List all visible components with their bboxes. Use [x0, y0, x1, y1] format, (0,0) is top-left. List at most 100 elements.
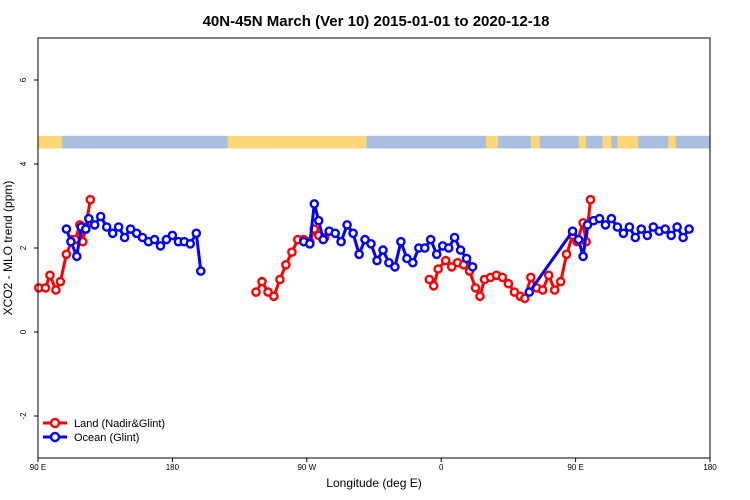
series-1-point	[660, 224, 671, 234]
strip-ocean-5	[611, 135, 618, 149]
legend-marker-1	[49, 431, 61, 443]
series-1-point	[149, 234, 160, 245]
series-1-point	[678, 232, 688, 243]
strip-ocean-3	[539, 135, 579, 149]
x-axis-label: Longitude (deg E)	[326, 476, 421, 490]
legend-label-1: Ocean (Glint)	[74, 432, 139, 444]
series-1-point	[354, 249, 364, 260]
series-1-point	[431, 249, 442, 260]
series-1-point	[624, 222, 635, 232]
series-1-point	[594, 213, 605, 224]
strip-ocean-6	[638, 135, 669, 149]
series-1-point	[672, 222, 682, 232]
series-1-point	[636, 224, 647, 234]
x-tick-label: 180	[166, 463, 180, 472]
series-1-point	[396, 236, 406, 247]
series-0-point	[269, 291, 279, 302]
series-1-point	[578, 251, 588, 262]
series-0-point	[543, 270, 554, 281]
series-1-point	[642, 230, 653, 241]
x-tick-label: 0	[439, 463, 444, 472]
series-0-point	[497, 272, 508, 283]
series-1-point	[155, 241, 166, 251]
series-0-line-1	[254, 227, 326, 298]
series-1-point	[81, 224, 91, 234]
series-0	[33, 194, 596, 304]
series-1-point	[309, 199, 320, 209]
series-1-point	[89, 220, 100, 230]
series-1-point	[84, 213, 94, 224]
series-1-point	[419, 243, 430, 253]
series-1-point	[330, 228, 341, 239]
series-1	[61, 199, 694, 297]
series-1-point	[95, 211, 106, 222]
series-0-point	[45, 270, 55, 281]
series-1-point	[573, 234, 584, 245]
series-0-point	[257, 276, 267, 287]
x-tick-label: 90 W	[297, 463, 316, 472]
series-1-point	[336, 236, 346, 247]
series-1-point	[461, 253, 472, 264]
strip-ocean-1	[366, 135, 486, 149]
y-tick-label: -2	[19, 412, 28, 420]
series-1-point	[167, 230, 178, 241]
series-1-point	[524, 287, 535, 297]
series-0-point	[85, 194, 96, 205]
series-0-point	[275, 274, 285, 285]
series-1-point	[378, 245, 388, 255]
x-tick-label: 90 E	[30, 463, 46, 472]
series-0-point	[55, 276, 66, 287]
series-1-point	[684, 224, 694, 234]
x-tick-label: 180	[703, 463, 717, 472]
series-0-point	[433, 264, 444, 274]
legend-label-0: Land (Nadir&Glint)	[74, 418, 165, 430]
legend: Land (Nadir&Glint) Ocean (Glint)	[43, 417, 165, 444]
series-1-point	[612, 222, 623, 232]
x-tick-label: 90 E	[567, 463, 583, 472]
series-0-point	[555, 276, 566, 287]
series-0-point	[526, 272, 536, 283]
series-0-point	[537, 285, 548, 295]
x-axis: 90 E 180 90 W 0 90 E 180	[30, 458, 717, 472]
strip-ocean-7	[675, 135, 710, 149]
series-1-point	[342, 220, 352, 230]
series-1-point	[66, 236, 76, 247]
legend-marker-0	[49, 417, 61, 429]
series-1-point	[582, 220, 593, 230]
series-0-point	[51, 285, 61, 295]
series-1-point	[125, 224, 136, 234]
series-1-point	[72, 251, 82, 262]
series-1-point	[449, 232, 460, 243]
series-0-point	[503, 278, 514, 289]
chart-title: 40N-45N March (Ver 10) 2015-01-01 to 202…	[203, 13, 550, 30]
y-axis: -2 0 2 4 6	[19, 77, 38, 420]
series-1-point	[61, 224, 72, 234]
series-1-point	[137, 232, 148, 243]
series-1-point	[366, 238, 376, 249]
y-tick-label: 0	[19, 329, 28, 334]
y-axis-label: XCO2 - MLO trend (ppm)	[1, 181, 15, 316]
series-1-point	[313, 215, 324, 226]
series-1-point	[119, 232, 130, 243]
series-0-point	[549, 285, 560, 295]
series-0-point	[281, 259, 291, 270]
series-0-point	[251, 287, 261, 297]
series-1-point	[185, 238, 196, 249]
series-0-point	[428, 280, 439, 291]
series-1-point	[107, 228, 118, 239]
series-1-point	[618, 228, 629, 239]
series-0-point	[287, 247, 297, 257]
series-1-point	[467, 262, 478, 272]
strip-ocean-0	[61, 135, 228, 149]
series-1-point	[567, 226, 578, 236]
y-tick-label: 6	[19, 77, 28, 82]
series-0-point	[520, 293, 530, 304]
strip-ocean-4	[586, 135, 603, 149]
series-1-point	[425, 234, 436, 245]
series-1-point	[113, 222, 124, 232]
series-1-point	[630, 232, 641, 243]
series-1-point	[191, 228, 202, 239]
series-0-point	[585, 194, 596, 205]
series-1-point	[600, 220, 611, 230]
